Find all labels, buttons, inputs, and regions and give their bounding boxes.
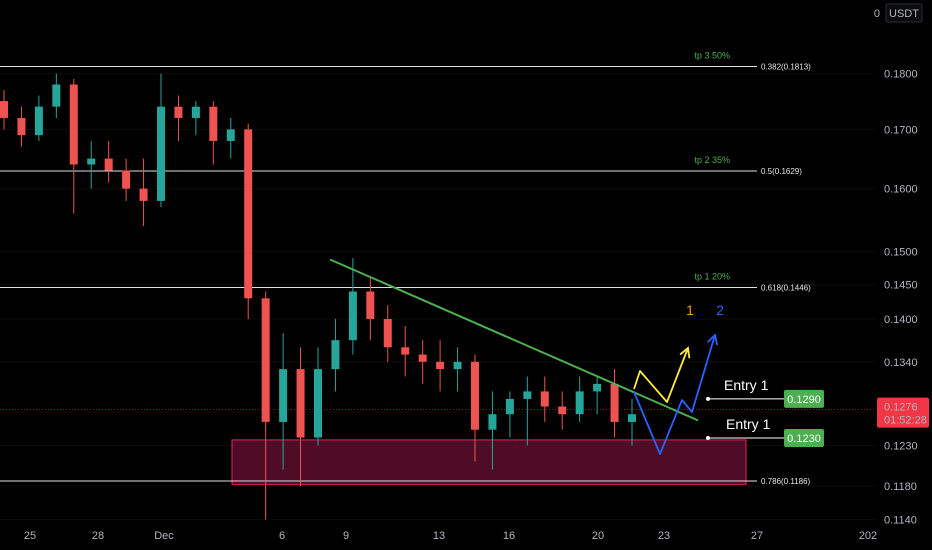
date-tick-label: 25: [24, 530, 36, 542]
candle-body: [436, 361, 445, 370]
price-axis: 0.1800 0.1700 0.1600 0.1500 0.1450 0.1400 0.13…: [877, 69, 929, 527]
candle-body: [366, 291, 375, 320]
take-profit-label: tp 2 35%: [694, 155, 730, 165]
last-price-text: 0.1276: [884, 402, 918, 414]
take-profit-label: tp 3 50%: [694, 51, 730, 61]
bar-countdown-text: 01:52:28: [884, 415, 927, 427]
entry-price-text: 0.1230: [787, 433, 821, 445]
date-tick-label: 23: [658, 530, 670, 542]
entry-price-badge: [784, 389, 824, 408]
candle-body: [209, 106, 218, 141]
price-tick-label: 0.1180: [884, 481, 917, 493]
candle-body: [540, 391, 549, 407]
candle-body: [471, 361, 479, 430]
trendline[interactable]: [329, 258, 699, 422]
candle-body: [17, 117, 26, 136]
fib-level-label: 0.618(0.1446): [761, 283, 811, 292]
price-tick-label: 0.1340: [884, 357, 918, 369]
date-tick-label: 27: [751, 530, 763, 542]
date-tick-label: 13: [433, 530, 445, 542]
price-tick-label: 0.1140: [884, 515, 917, 527]
price-tick-label: 0.1400: [884, 314, 918, 326]
time-axis: 25 28 Dec 6 9 13 16 20 23 27 202: [24, 530, 877, 542]
scenario-label-1: 1: [686, 302, 694, 318]
date-tick-label: 16: [503, 530, 515, 542]
candle-body: [314, 369, 322, 438]
currency-menu-glyph[interactable]: 0: [874, 8, 880, 20]
take-profit-label: tp 1 20%: [694, 271, 730, 281]
demand-zone: [231, 439, 747, 485]
candle-body: [331, 340, 340, 370]
candle-body: [174, 106, 183, 118]
price-tick-label: 0.1600: [884, 184, 918, 196]
date-tick-label: 20: [592, 530, 604, 542]
candle-body: [104, 158, 113, 171]
candle-body: [191, 106, 200, 118]
candle-body: [505, 398, 514, 415]
entry-price-text: 0.1290: [787, 394, 821, 406]
candle-body: [34, 106, 43, 136]
candle-body: [575, 391, 584, 415]
candle-body: [523, 391, 532, 399]
candle-body: [157, 106, 165, 201]
candles: [0, 73, 636, 520]
candle-body: [628, 414, 636, 422]
date-tick-label: 9: [343, 530, 349, 542]
candle-body: [122, 170, 131, 189]
candle-body: [0, 101, 8, 118]
candle-body: [279, 369, 288, 422]
scenario-label-2: 2: [716, 302, 724, 318]
fib-levels: 0.382(0.1813) tp 3 50% 0.5(0.1629) tp 2 35%…: [0, 51, 811, 486]
demand-zone-box: [231, 439, 747, 485]
candle-body: [401, 347, 410, 355]
candle-body: [69, 84, 78, 165]
date-tick-label: 28: [92, 530, 104, 542]
candle-body: [453, 361, 462, 370]
price-tick-label: 0.1230: [884, 440, 918, 452]
date-tick-label: Dec: [154, 530, 174, 542]
fib-level-label: 0.786(0.1186): [761, 477, 811, 486]
price-tick-label: 0.1450: [884, 280, 918, 292]
candle-body: [226, 129, 235, 141]
last-price-badge: [877, 397, 929, 428]
candle-body: [244, 129, 253, 299]
entry-price-badge: [784, 429, 824, 447]
currency-text: USDT: [889, 8, 919, 20]
entry-label: Entry 1: [724, 377, 769, 393]
candle-body: [593, 383, 602, 392]
candle-body: [87, 158, 96, 165]
price-tick-label: 0.1800: [884, 69, 918, 81]
scenario-path-2[interactable]: [633, 334, 716, 455]
scenario-path-1[interactable]: [633, 347, 689, 403]
candle-body: [418, 354, 427, 362]
candle-body: [488, 414, 497, 430]
candle-body: [610, 383, 619, 422]
price-tick-label: 0.1500: [884, 247, 918, 259]
price-tick-label: 0.1700: [884, 124, 918, 136]
candle-body: [348, 291, 357, 341]
currency-label[interactable]: USDT: [885, 3, 923, 23]
entry-label: Entry 1: [726, 416, 771, 432]
candle-body: [296, 369, 305, 438]
fib-level-label: 0.5(0.1629): [761, 167, 802, 176]
drawings: 1 2 Entry 1 0.1290 Entry 1 0.1230: [329, 258, 824, 455]
date-tick-label: 202: [859, 530, 877, 542]
fib-level-label: 0.382(0.1813): [761, 63, 811, 72]
candle-body: [261, 298, 270, 422]
scenario-arrowhead-2: [707, 333, 719, 346]
candle-body: [52, 84, 61, 107]
candle-body: [383, 319, 392, 348]
candle-body: [558, 406, 567, 415]
scenario-arrowhead-1: [679, 346, 691, 359]
date-tick-label: 6: [279, 530, 285, 542]
candle-body: [139, 188, 148, 201]
